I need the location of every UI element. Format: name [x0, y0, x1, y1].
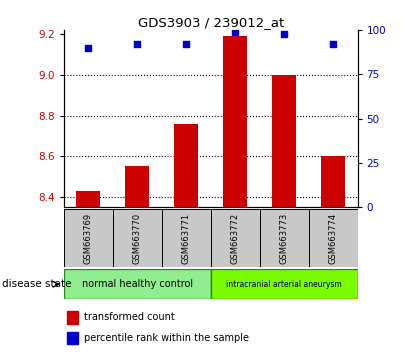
Bar	[162, 209, 211, 267]
Bar	[174, 124, 199, 207]
Bar	[223, 36, 247, 207]
Text: GSM663773: GSM663773	[279, 212, 289, 264]
Point	[134, 41, 141, 47]
Bar	[309, 209, 358, 267]
Bar	[211, 209, 260, 267]
Text: normal healthy control: normal healthy control	[82, 279, 193, 289]
Bar	[125, 166, 150, 207]
Text: transformed count: transformed count	[84, 312, 175, 322]
Bar	[113, 209, 162, 267]
Text: GSM663770: GSM663770	[133, 212, 142, 264]
Point	[232, 29, 238, 35]
Point	[330, 41, 336, 47]
Text: disease state: disease state	[2, 279, 72, 289]
Text: GSM663769: GSM663769	[84, 212, 93, 264]
Text: GSM663771: GSM663771	[182, 212, 191, 264]
Point	[281, 31, 287, 36]
Bar	[321, 156, 345, 207]
Text: intracranial arterial aneurysm: intracranial arterial aneurysm	[226, 280, 342, 289]
Bar	[67, 332, 79, 344]
Bar	[260, 209, 309, 267]
Bar	[64, 209, 113, 267]
Bar	[272, 75, 296, 207]
Bar	[64, 269, 210, 299]
Bar	[76, 191, 100, 207]
Bar	[67, 311, 79, 324]
Title: GDS3903 / 239012_at: GDS3903 / 239012_at	[138, 16, 284, 29]
Text: GSM663772: GSM663772	[231, 212, 240, 264]
Point	[85, 45, 92, 51]
Point	[183, 41, 189, 47]
Text: GSM663774: GSM663774	[328, 212, 337, 264]
Text: percentile rank within the sample: percentile rank within the sample	[84, 333, 249, 343]
Bar	[211, 269, 358, 299]
